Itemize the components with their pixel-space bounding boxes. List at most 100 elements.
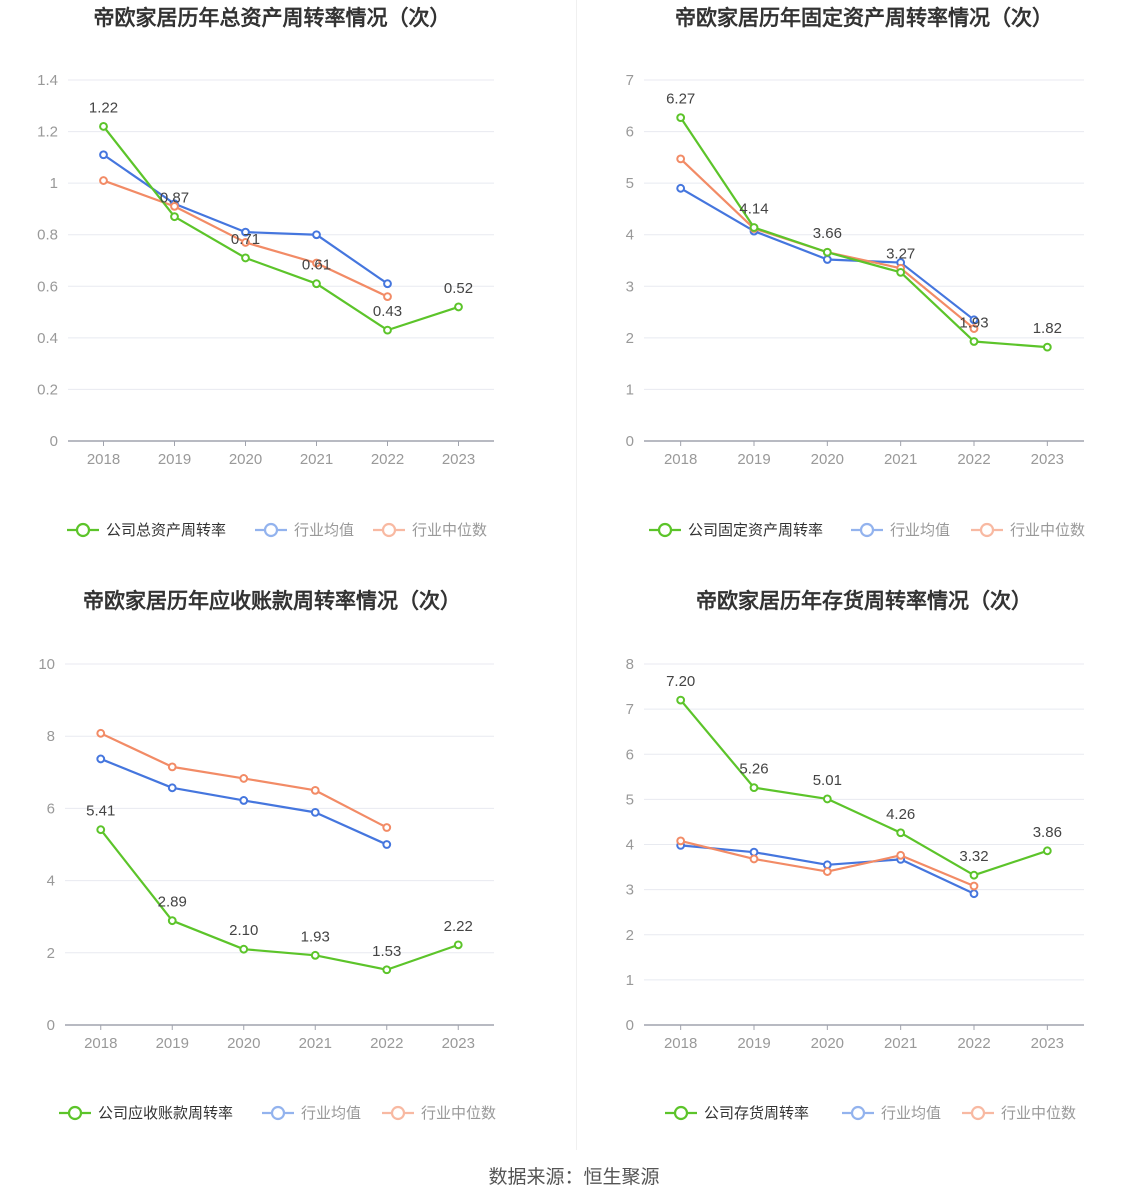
- y-tick-label: 2: [626, 330, 634, 347]
- series-line-company: [99, 829, 459, 971]
- data-point-company: [382, 965, 392, 975]
- y-tick-label: 0: [626, 433, 634, 450]
- x-tick-label: 2020: [229, 451, 262, 468]
- data-point-company: [1042, 846, 1052, 856]
- chart-svg: 帝欧家居历年存货周转率情况（次） 0 1 2 3 4 5 6 7 8 2018 2019 2020 202…: [626, 589, 1084, 1122]
- chart-svg: 帝欧家居历年应收账款周转率情况（次） 0 2 4 6 8 10 2018 2019 2020 202…: [38, 589, 496, 1122]
- x-tick-label: 2019: [737, 451, 770, 468]
- data-point-industry-avg: [822, 255, 832, 264]
- data-point-industry-median: [676, 836, 686, 846]
- legend-label-industry-avg: 行业均值: [301, 1105, 361, 1122]
- data-label: 1.93: [301, 928, 330, 945]
- x-tick-label: 2021: [300, 451, 333, 468]
- data-label: 1.82: [1033, 320, 1062, 337]
- legend-marker-icon: [979, 522, 995, 538]
- series-line-company: [679, 699, 1048, 877]
- data-point-industry-avg: [969, 889, 979, 899]
- x-tick-label: 2021: [884, 1035, 917, 1052]
- data-point-company: [99, 122, 108, 131]
- data-label: 7.20: [666, 673, 695, 690]
- x-tick-label: 2023: [1031, 1035, 1064, 1052]
- y-tick-label: 3: [626, 882, 634, 899]
- y-tick-label: 7: [626, 701, 634, 718]
- y-tick-label: 4: [626, 227, 634, 244]
- data-point-industry-median: [822, 867, 832, 876]
- data-point-company: [749, 783, 759, 793]
- data-point-company: [170, 212, 179, 222]
- data-point-industry-median: [99, 176, 108, 185]
- chart-panel-inventory-turnover: 帝欧家居历年存货周转率情况（次） 0 1 2 3 4 5 6 7 8 2018 2019 2020 202…: [574, 583, 1148, 1163]
- panel-divider: [576, 0, 577, 1150]
- chart-title: 帝欧家居历年存货周转率情况（次）: [696, 589, 1032, 613]
- x-tick-label: 2023: [1031, 451, 1064, 468]
- legend-label-industry-median: 行业中位数: [1010, 522, 1085, 539]
- y-tick-label: 6: [47, 800, 55, 817]
- data-source-note: 数据来源：恒生聚源: [488, 1167, 660, 1188]
- legend-marker-icon: [270, 1105, 286, 1121]
- data-point-company: [822, 794, 832, 804]
- legend-label-industry-median: 行业中位数: [421, 1105, 496, 1122]
- legend-marker-icon: [75, 522, 91, 538]
- data-point-company: [676, 695, 686, 705]
- x-tick-label: 2021: [299, 1035, 332, 1052]
- legend-marker-icon: [673, 1105, 689, 1121]
- legend-marker-icon: [657, 522, 673, 538]
- data-label: 5.01: [813, 772, 842, 789]
- data-point-industry-median: [676, 154, 686, 164]
- chart-panel-total-asset-turnover: 帝欧家居历年总资产周转率情况（次） 0 0.2 0.4 0.6 0.8 1 1.2 1.4 201…: [0, 0, 574, 580]
- x-tick-label: 2020: [227, 1035, 260, 1052]
- data-point-company: [676, 113, 686, 123]
- series-line-industry-avg: [102, 153, 389, 285]
- data-point-industry-median: [312, 258, 321, 268]
- data-point-industry-avg: [239, 796, 249, 805]
- data-point-company: [896, 267, 906, 277]
- data-point-industry-avg: [312, 230, 321, 240]
- data-point-company: [454, 302, 463, 312]
- chart-svg: 帝欧家居历年固定资产周转率情况（次） 0 1 2 3 4 5 6 7 2018 2019 2020 20…: [626, 6, 1085, 539]
- x-tick-label: 2022: [957, 451, 990, 468]
- data-label: 2.89: [158, 894, 187, 911]
- data-point-industry-median: [239, 774, 249, 783]
- x-tick-label: 2019: [737, 1035, 770, 1052]
- data-point-company: [167, 916, 177, 926]
- x-tick-label: 2022: [370, 1035, 403, 1052]
- data-point-industry-avg: [241, 227, 250, 237]
- data-point-industry-avg: [969, 315, 979, 325]
- legend-marker-icon: [263, 522, 279, 538]
- data-point-company: [96, 825, 106, 835]
- x-tick-label: 2019: [156, 1035, 189, 1052]
- x-tick-label: 2019: [158, 451, 191, 468]
- x-tick-label: 2018: [664, 451, 697, 468]
- data-point-company: [241, 253, 250, 263]
- legend-label-industry-avg: 行业均值: [294, 522, 354, 539]
- data-point-company: [383, 325, 392, 335]
- x-tick-label: 2023: [442, 451, 475, 468]
- y-tick-label: 3: [626, 278, 634, 295]
- y-tick-label: 0.4: [37, 330, 58, 347]
- y-tick-label: 6: [626, 124, 634, 141]
- data-label: 1.93: [959, 314, 988, 331]
- chart-panel-receivables-turnover: 帝欧家居历年应收账款周转率情况（次） 0 2 4 6 8 10 2018 2019 2020 202…: [0, 583, 574, 1163]
- data-point-company: [310, 950, 320, 960]
- data-label: 0.52: [444, 280, 473, 297]
- y-tick-label: 4: [626, 837, 634, 854]
- y-tick-label: 8: [626, 656, 634, 673]
- x-tick-label: 2022: [957, 1035, 990, 1052]
- data-point-industry-avg: [676, 183, 686, 193]
- data-label: 1.22: [89, 99, 118, 116]
- legend-marker-icon: [381, 522, 397, 538]
- data-label: 4.14: [739, 200, 768, 217]
- data-label: 4.26: [886, 806, 915, 823]
- y-tick-label: 0: [50, 433, 58, 450]
- y-tick-label: 0.8: [37, 227, 58, 244]
- y-tick-label: 0: [47, 1017, 55, 1034]
- data-point-company: [1042, 342, 1052, 352]
- legend-marker-icon: [390, 1105, 406, 1121]
- y-tick-label: 1.2: [37, 124, 58, 141]
- y-tick-label: 0.6: [37, 278, 58, 295]
- legend-label-company: 公司应收账款周转率: [98, 1104, 233, 1122]
- x-tick-label: 2023: [442, 1035, 475, 1052]
- data-point-industry-avg: [96, 754, 106, 764]
- data-label: 2.22: [444, 918, 473, 935]
- y-tick-label: 2: [47, 945, 55, 962]
